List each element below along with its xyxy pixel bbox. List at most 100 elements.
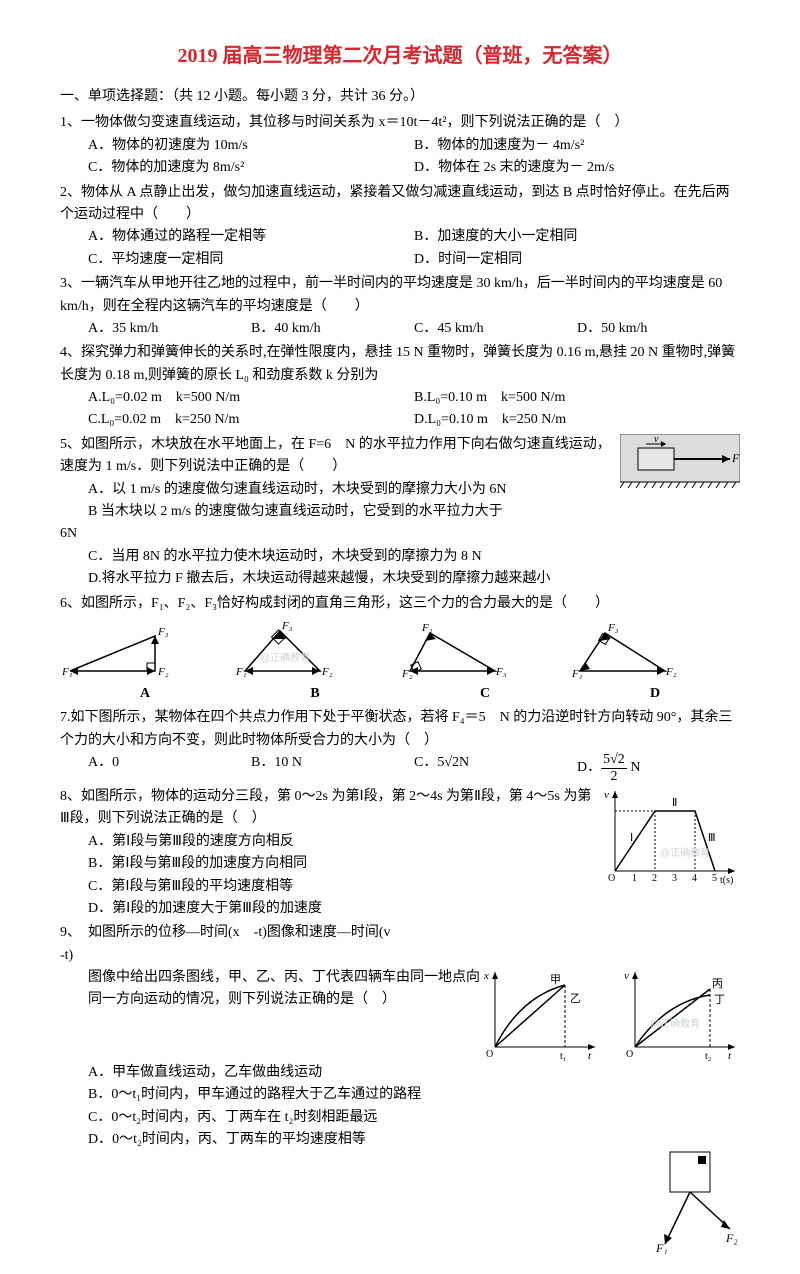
q6-label-b: B [230,683,400,705]
q9-opt-a: A．甲车做直线运动，乙车做曲线运动 [88,1062,740,1084]
q9-opt-c: C．0～t₂时间内，丙、丁两车在 t₂时刻相距最远 [88,1107,740,1129]
svg-text:5: 5 [712,873,717,884]
question-8: Ⅰ Ⅱ Ⅲ 1 2 3 4 5 t(s) v O @正确教育 8、如图所示，物体… [60,786,740,920]
q4-opt-d: D.L₀=0.10 m k=250 N/m [414,409,740,431]
q9-left-graph: 甲 乙 x t t₁ O [480,967,600,1062]
svg-text:F₂: F₂ [321,666,333,678]
svg-text:F₃: F₃ [157,626,169,638]
q9-right-graph: 丙 丁 v t t₂ O @正确教育 [620,967,740,1062]
q7-stem: 7.如下图所示，某物体在四个共点力作用下处于平衡状态，若将 F₄＝5 N 的力沿… [60,707,740,752]
q1-opt-b: B．物体的加速度为－ 4m/s² [414,135,740,157]
svg-text:F₃: F₃ [281,621,293,632]
q3-opt-b: B．40 km/h [251,318,414,340]
svg-text:O: O [608,873,615,884]
svg-text:v: v [624,970,629,982]
svg-text:v: v [604,789,609,801]
q3-opt-c: C．45 km/h [414,318,577,340]
svg-text:F₂: F₂ [725,1231,738,1245]
svg-text:t(s): t(s) [720,875,733,886]
q6-figures: F₁ F₂ F₃ A F₁ F₂ F₃ @正确教育 B [60,621,740,705]
q2-opt-b: B．加速度的大小一定相同 [414,226,740,248]
svg-text:3: 3 [672,873,677,884]
question-4: 4、探究弹力和弹簧伸长的关系时,在弹性限度内，悬挂 15 N 重物时，弹簧长度为… [60,342,740,432]
q1-opt-a: A．物体的初速度为 10m/s [88,135,414,157]
q5-opt-c: C．当用 8N 的水平拉力使木块运动时，木块受到的摩擦力为 8 N [88,546,740,568]
q7-opt-c: C．5√2N [414,752,577,784]
svg-text:@正确教育: @正确教育 [650,1017,700,1030]
q6-label-d: D [570,683,740,705]
svg-text:F₃: F₃ [607,622,619,634]
q5-opt-d: D.将水平拉力 F 撤去后，木块运动得越来越慢，木块受到的摩擦力越来越小 [88,568,740,590]
section-heading: 一、单项选择题：（共 12 小题。每小题 3 分，共计 36 分。） [60,86,740,108]
q2-opt-c: C．平均速度一定相同 [88,249,414,271]
q3-stem: 3、一辆汽车从甲地开往乙地的过程中，前一半时间内的平均速度是 30 km/h，后… [60,273,740,318]
svg-text:t₁: t₁ [560,1051,566,1062]
q3-opt-a: A．35 km/h [88,318,251,340]
svg-text:F₁: F₁ [655,1241,668,1254]
svg-text:@正确教育: @正确教育 [660,846,710,859]
svg-text:F₂: F₂ [157,666,169,678]
svg-text:O: O [626,1049,633,1060]
question-5: v F 5、如图所示，木块放在水平地面上，在 F=6 N 的水平拉力作用下向右做… [60,434,740,591]
q9-stem-2: -t) [60,945,740,967]
svg-text:@正确教育: @正确教育 [260,651,310,664]
q7-opt-a: A．0 [88,752,251,784]
q5-f-label: F [731,451,740,465]
svg-text:F₁: F₁ [571,668,583,680]
q6-stem: 6、如图所示，F₁、F₂、F₃恰好构成封闭的直角三角形，这三个力的合力最大的是（… [60,593,740,615]
svg-text:t: t [588,1050,592,1062]
q7-opt-b: B．10 N [251,752,414,784]
q8-opt-d: D．第Ⅰ段的加速度大于第Ⅲ段的加速度 [88,898,740,920]
q9-stem-1: 9、 如图所示的位移—时间(x -t)图像和速度—时间(v [60,922,740,944]
svg-text:乙: 乙 [570,992,581,1005]
question-2: 2、物体从 A 点静止出发，做匀加速直线运动，紧接着又做匀减速直线运动，到达 B… [60,182,740,272]
q2-opt-d: D．时间一定相同 [414,249,740,271]
q5-figure: v F [620,434,740,492]
question-7: 7.如下图所示，某物体在四个共点力作用下处于平衡状态，若将 F₄＝5 N 的力沿… [60,707,740,784]
q8-graph: Ⅰ Ⅱ Ⅲ 1 2 3 4 5 t(s) v O @正确教育 [600,786,740,886]
svg-text:F₁: F₁ [61,666,73,678]
svg-text:t: t [728,1050,732,1062]
svg-text:F₁: F₁ [235,666,247,678]
question-6: 6、如图所示，F₁、F₂、F₃恰好构成封闭的直角三角形，这三个力的合力最大的是（… [60,593,740,706]
svg-text:F₂: F₂ [401,668,413,680]
q6-label-a: A [60,683,230,705]
q2-opt-a: A．物体通过的路程一定相等 [88,226,414,248]
q2-stem: 2、物体从 A 点静止出发，做匀加速直线运动，紧接着又做匀减速直线运动，到达 B… [60,182,740,227]
bottom-figure: F₁ F₂ [630,1144,740,1254]
svg-text:O: O [486,1049,493,1060]
q9-opt-d: D．0～t₂时间内，丙、丁两车的平均速度相等 [88,1129,740,1151]
svg-text:甲: 甲 [550,974,561,986]
svg-text:4: 4 [692,873,697,884]
q4-opt-c: C.L₀=0.02 m k=250 N/m [88,409,414,431]
svg-text:丁: 丁 [714,994,725,1006]
question-9: 9、 如图所示的位移—时间(x -t)图像和速度—时间(v -t) 甲 乙 x … [60,922,740,1151]
svg-text:Ⅰ: Ⅰ [630,832,633,844]
question-3: 3、一辆汽车从甲地开往乙地的过程中，前一半时间内的平均速度是 30 km/h，后… [60,273,740,340]
q4-opt-b: B.L₀=0.10 m k=500 N/m [414,387,740,409]
q4-opt-a: A.L₀=0.02 m k=500 N/m [88,387,414,409]
q3-opt-d: D．50 km/h [577,318,740,340]
svg-text:丙: 丙 [712,978,723,990]
svg-text:Ⅱ: Ⅱ [672,797,677,809]
q9-opt-b: B．0～t₁时间内，甲车通过的路程大于乙车通过的路程 [88,1084,740,1106]
svg-text:Ⅲ: Ⅲ [708,832,716,844]
q1-opt-d: D．物体在 2s 末的速度为－ 2m/s [414,157,740,179]
svg-text:F₂: F₂ [665,666,677,678]
q5-opt-b: B 当木块以 2 m/s 的速度做匀速直线运动时，它受到的水平拉力大于 [88,501,740,523]
svg-text:1: 1 [632,873,637,884]
q4-stem: 4、探究弹力和弹簧伸长的关系时,在弹性限度内，悬挂 15 N 重物时，弹簧长度为… [60,342,740,387]
svg-text:x: x [483,970,489,982]
svg-text:F₃: F₃ [495,666,507,678]
svg-text:2: 2 [652,873,657,884]
q1-stem: 1、一物体做匀变速直线运动，其位移与时间关系为 x＝10t－4t²，则下列说法正… [60,112,740,134]
svg-text:F₁: F₁ [421,622,433,634]
question-1: 1、一物体做匀变速直线运动，其位移与时间关系为 x＝10t－4t²，则下列说法正… [60,112,740,179]
q1-opt-c: C．物体的加速度为 8m/s² [88,157,414,179]
q5-opt-b-suffix: 6N [60,523,740,545]
q9-graphs: 甲 乙 x t t₁ O 丙 丁 v t t₂ O @正确教育 [480,967,740,1062]
q5-v-label: v [654,434,659,445]
q6-label-c: C [400,683,570,705]
svg-text:t₂: t₂ [705,1051,711,1062]
page-title: 2019 届高三物理第二次月考试题（普班，无答案） [60,40,740,72]
